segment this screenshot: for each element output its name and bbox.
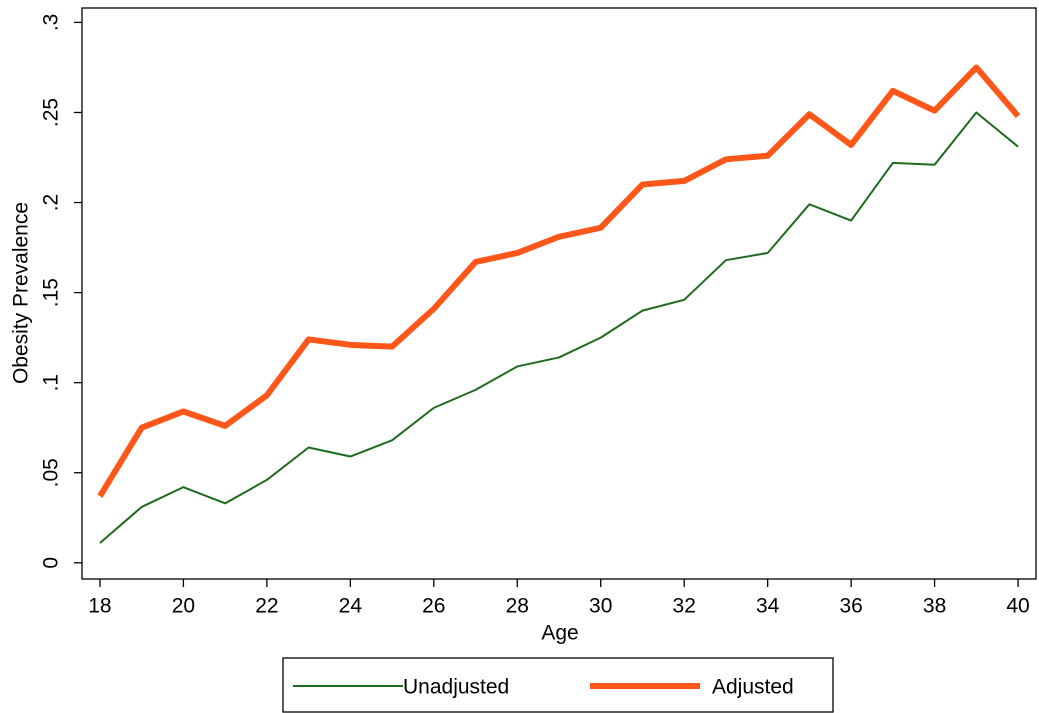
x-tick-label: 20 — [172, 595, 195, 618]
x-tick-label: 28 — [506, 595, 529, 618]
series-line — [99, 111, 1019, 544]
legend-label: Adjusted — [712, 676, 794, 699]
x-tick-label: 32 — [673, 595, 696, 618]
y-axis-title: Obesity Prevalence — [10, 202, 33, 384]
plot-frame — [81, 7, 1037, 580]
y-tick-label: .15 — [40, 278, 63, 307]
series-line — [97, 64, 1021, 498]
y-tick-label: .25 — [40, 98, 63, 127]
y-tick-label: .2 — [40, 194, 63, 212]
x-axis-title: Age — [541, 622, 578, 645]
x-tick-label: 26 — [422, 595, 445, 618]
legend-box — [282, 657, 834, 713]
x-tick-label: 40 — [1006, 595, 1029, 618]
x-tick-label: 36 — [839, 595, 862, 618]
x-tick-label: 18 — [88, 595, 111, 618]
x-tick-label: 24 — [339, 595, 363, 618]
y-tick-label: .3 — [40, 14, 63, 32]
y-tick-label: .1 — [40, 374, 63, 392]
x-tick-label: 34 — [756, 595, 780, 618]
y-tick-label: .05 — [40, 458, 63, 487]
x-tick-label: 38 — [923, 595, 946, 618]
legend-label: Unadjusted — [403, 676, 509, 699]
x-tick-label: 22 — [255, 595, 278, 618]
y-tick-label: 0 — [40, 557, 63, 569]
x-tick-label: 30 — [589, 595, 612, 618]
